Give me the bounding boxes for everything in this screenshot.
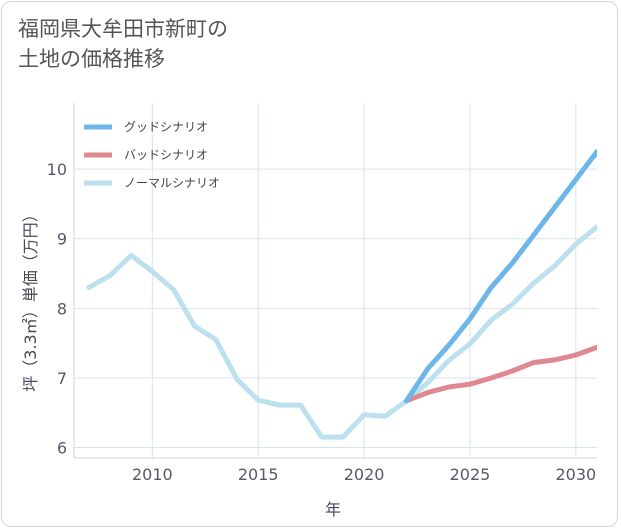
series-line-0 xyxy=(403,149,597,404)
series-line-1 xyxy=(403,344,597,404)
chart-title: 福岡県大牟田市新町の 土地の価格推移 xyxy=(18,14,228,74)
x-tick-label: 2030 xyxy=(555,465,596,484)
x-tick-label: 2025 xyxy=(450,465,491,484)
x-tick-label: 2015 xyxy=(238,465,279,484)
legend-label: ノーマルシナリオ xyxy=(124,176,220,190)
y-axis-title: 坪（3.3㎡）単価（万円） xyxy=(21,206,40,391)
chart-title-line-2: 土地の価格推移 xyxy=(18,47,165,71)
legend-label: グッドシナリオ xyxy=(124,120,208,134)
y-tick-label: 6 xyxy=(57,439,67,458)
series-layer xyxy=(86,149,597,440)
x-tick-label: 2010 xyxy=(132,465,173,484)
series-line-2 xyxy=(86,224,597,440)
y-tick-label: 7 xyxy=(57,369,67,388)
y-tick-label: 8 xyxy=(57,299,67,318)
x-tick-label: 2020 xyxy=(344,465,385,484)
y-tick-label: 9 xyxy=(57,230,67,249)
x-axis-title: 年 xyxy=(325,500,341,519)
chart-title-line-1: 福岡県大牟田市新町の xyxy=(18,17,228,41)
tick-labels: 2010 2015 2020 2025 2030 6 7 8 9 10 xyxy=(47,160,597,484)
legend-label: バッドシナリオ xyxy=(124,148,208,162)
y-tick-label: 10 xyxy=(47,160,67,179)
